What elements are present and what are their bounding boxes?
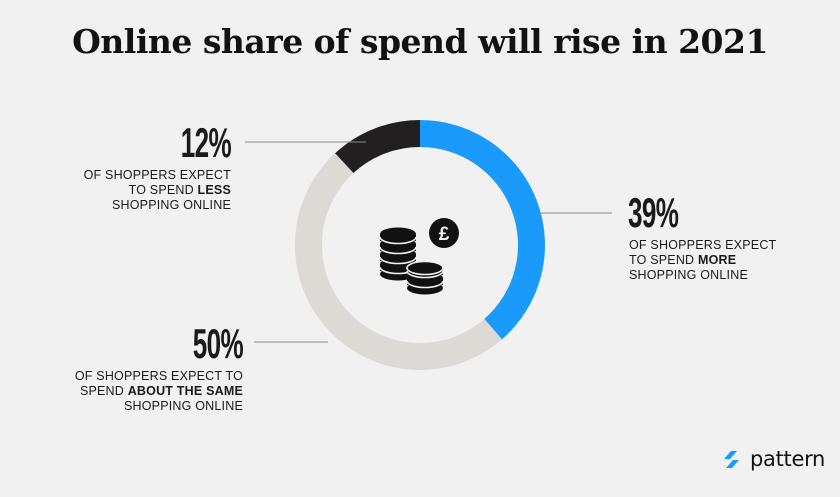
description-less: OF SHOPPERS EXPECT TO SPEND LESS SHOPPIN…: [83, 168, 231, 212]
logo-text: pattern: [750, 447, 826, 471]
value-label-less: 12%: [180, 119, 232, 166]
description-more: OF SHOPPERS EXPECT TO SPEND MORE SHOPPIN…: [629, 238, 777, 282]
pattern-logo-icon: [724, 451, 739, 468]
slice-more: [420, 120, 545, 340]
svg-text:£: £: [439, 224, 450, 245]
value-label-more: 39%: [628, 189, 679, 236]
coins-with-pound-icon: £: [379, 218, 459, 295]
slice-less: [335, 120, 420, 174]
value-label-same: 50%: [192, 320, 244, 367]
slice-same: [294, 153, 502, 371]
chart-title: Online share of spend will rise in 2021: [72, 22, 768, 61]
description-same: OF SHOPPERS EXPECT TO SPEND ABOUT THE SA…: [74, 369, 243, 413]
pattern-logo: pattern: [722, 446, 825, 472]
